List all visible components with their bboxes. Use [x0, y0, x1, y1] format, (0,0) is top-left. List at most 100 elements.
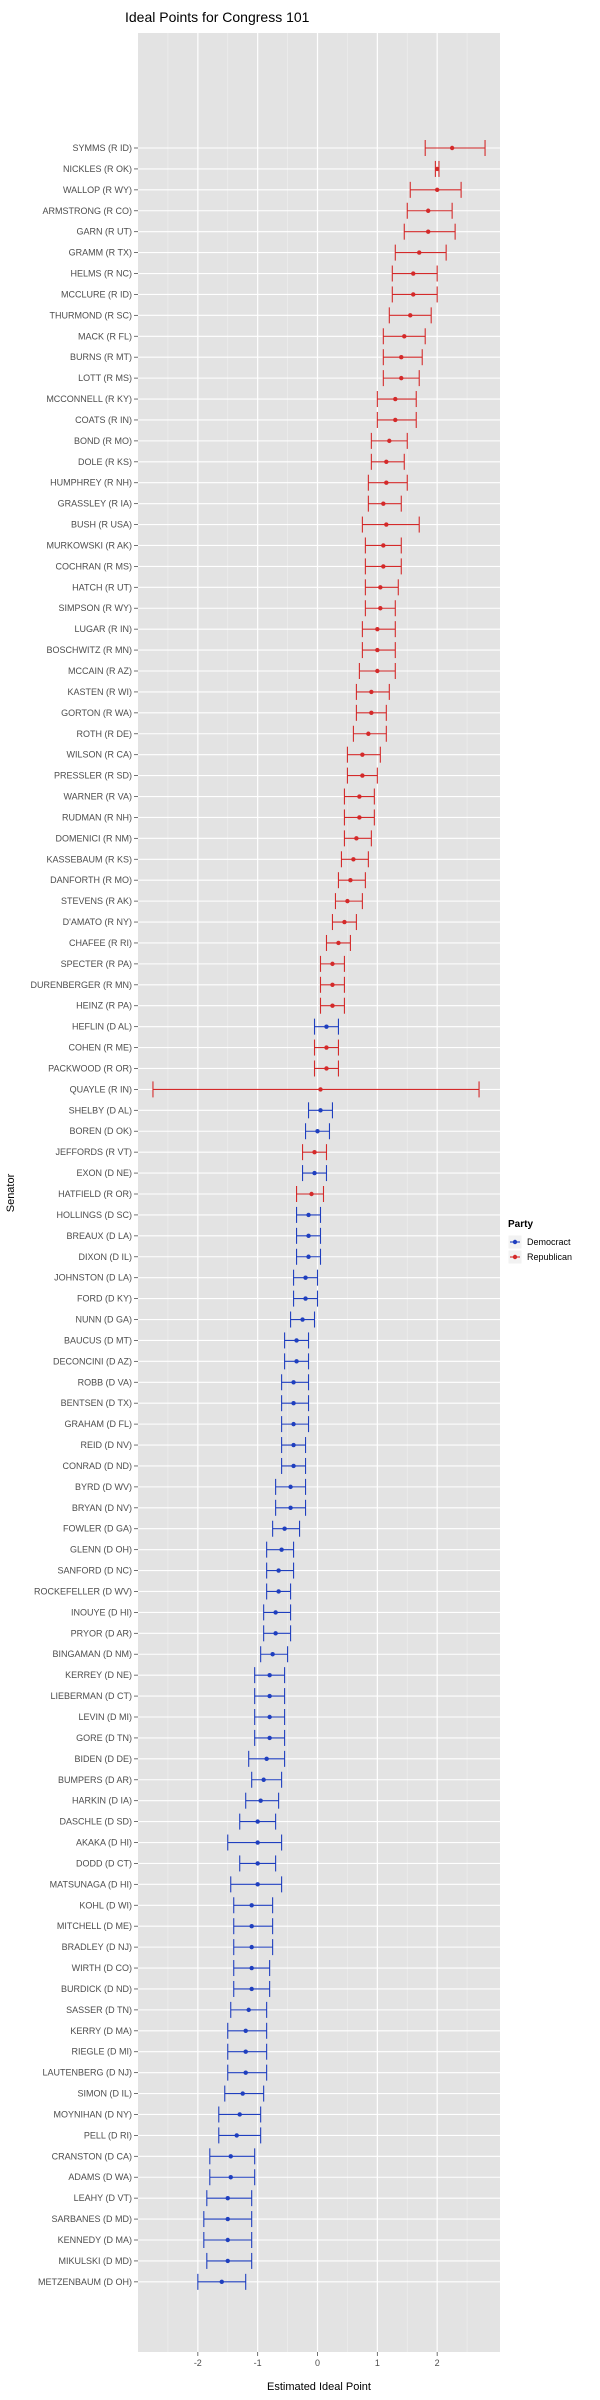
senator-errorbar [197, 2273, 247, 2290]
senator-errorbar [254, 1709, 286, 1725]
y-tick-label: DOMENICI (R NM) [56, 833, 133, 843]
y-tick-label: SIMON (D IL) [77, 2089, 132, 2099]
y-tick-label: DECONCINI (D AZ) [53, 1356, 132, 1366]
y-tick-label: SANFORD (D NC) [58, 1566, 133, 1576]
estimate-point [249, 1965, 254, 1971]
senator-errorbar [251, 1771, 283, 1788]
y-tick-label: INOUYE (D HI) [71, 1607, 132, 1617]
y-tick-label: LAUTENBERG (D NJ) [42, 2068, 132, 2078]
estimate-point [228, 2154, 233, 2159]
estimate-point [258, 1798, 263, 1803]
senator-errorbar [248, 1750, 286, 1767]
y-tick-label: MCCLURE (R ID) [61, 289, 132, 299]
senator-errorbar [331, 914, 357, 931]
senator-errorbar [403, 223, 456, 240]
y-tick-label: LEVIN (D MI) [78, 1712, 132, 1722]
y-tick-label: BUMPERS (D AR) [58, 1775, 132, 1785]
senator-errorbar [361, 642, 396, 659]
senator-errorbar [367, 495, 402, 512]
y-tick-label: PELL (D RI) [84, 2130, 132, 2140]
senator-errorbar [218, 2127, 262, 2144]
y-tick-label: CRANSTON (D CA) [52, 2151, 132, 2161]
senator-errorbar [260, 1646, 289, 1663]
legend-label: Democract [527, 1237, 571, 1247]
estimate-point [273, 1631, 278, 1636]
y-tick-label: GLENN (D OH) [70, 1545, 132, 1555]
senator-errorbar [409, 181, 462, 198]
estimate-point [267, 1735, 272, 1741]
y-tick-label: LEAHY (D VT) [74, 2193, 132, 2203]
estimate-point [288, 1505, 293, 1511]
y-tick-label: CHAFEE (R RI) [69, 938, 132, 948]
senator-errorbar [361, 516, 420, 533]
senator-errorbar [275, 1478, 307, 1495]
senator-errorbar [203, 2232, 253, 2248]
y-tick-label: MOYNIHAN (D NY) [54, 2109, 133, 2119]
senator-errorbar [263, 1604, 292, 1621]
senator-errorbar [313, 1018, 339, 1035]
senator-errorbar [370, 432, 408, 449]
senator-errorbar [266, 1541, 295, 1558]
x-tick-labels: -2 -1 0 1 2 [194, 2352, 440, 2368]
senator-errorbar [227, 2064, 268, 2081]
estimate-point [306, 1254, 311, 1259]
estimate-point [425, 229, 431, 234]
senator-errorbar [218, 2106, 262, 2123]
senator-errorbar [239, 1855, 277, 1872]
estimate-point [243, 2028, 248, 2034]
estimate-point [276, 1589, 281, 1594]
y-tick-label: BIDEN (D DE) [74, 1754, 132, 1764]
senator-errorbar [233, 1980, 271, 1997]
senator-errorbar [230, 2001, 268, 2018]
estimate-point [249, 1944, 254, 1950]
x-tick-label: 1 [375, 2358, 380, 2368]
y-tick-label: ADAMS (D WA) [68, 2172, 132, 2182]
y-tick-label: KASSEBAUM (R KS) [46, 854, 132, 864]
estimate-point [375, 626, 380, 632]
senator-errorbar [370, 453, 405, 470]
y-tick-label: CONRAD (D ND) [63, 1461, 133, 1471]
estimate-point [291, 1401, 296, 1406]
estimate-point [291, 1463, 296, 1469]
y-tick-label: LOTT (R MS) [78, 373, 132, 383]
estimate-point [228, 2175, 233, 2180]
senator-errorbar [233, 1939, 274, 1956]
estimate-point [354, 836, 359, 841]
estimate-point [279, 1547, 284, 1552]
senator-errorbar [152, 1081, 480, 1098]
y-tick-label: MACK (R FL) [78, 331, 132, 341]
y-tick-label: GORTON (R WA) [61, 708, 132, 718]
y-tick-label: GRAMM (R TX) [69, 248, 132, 258]
senator-errorbar [281, 1374, 310, 1391]
estimate-point [273, 1610, 278, 1615]
senator-errorbar [272, 1520, 301, 1537]
y-tick-label: MCCAIN (R AZ) [68, 666, 132, 676]
estimate-point [330, 1003, 335, 1008]
estimate-point [219, 2279, 224, 2285]
y-tick-label: SARBANES (D MD) [51, 2214, 132, 2224]
senator-errorbar [376, 391, 417, 408]
y-tick-label: LIEBERMAN (D CT) [50, 1691, 132, 1701]
estimate-point [384, 480, 389, 485]
senator-errorbar [394, 244, 447, 261]
senator-errorbar [346, 746, 381, 763]
y-tick-label: GRAHAM (D FL) [65, 1419, 133, 1429]
estimate-point [267, 1672, 272, 1678]
y-tick-label: COCHRAN (R MS) [56, 561, 133, 571]
y-tick-label: ROBB (D VA) [78, 1377, 132, 1387]
senator-errorbar [355, 683, 390, 700]
estimate-point [408, 313, 413, 318]
senator-errorbar [337, 872, 366, 889]
x-tick-label: 0 [315, 2358, 320, 2368]
x-tick-label: -2 [194, 2358, 202, 2368]
y-tick-label: KERRY (D MA) [70, 2026, 132, 2036]
y-tick-label: HOLLINGS (D SC) [56, 1210, 132, 1220]
senator-errorbar [388, 307, 432, 324]
senator-errorbar [296, 1227, 322, 1244]
y-tick-label: SPECTER (R PA) [61, 959, 132, 969]
estimate-point [225, 2237, 230, 2243]
senator-errorbar [206, 2190, 253, 2207]
y-tick-label: ARMSTRONG (R CO) [43, 206, 133, 216]
senator-errorbar [364, 558, 402, 575]
